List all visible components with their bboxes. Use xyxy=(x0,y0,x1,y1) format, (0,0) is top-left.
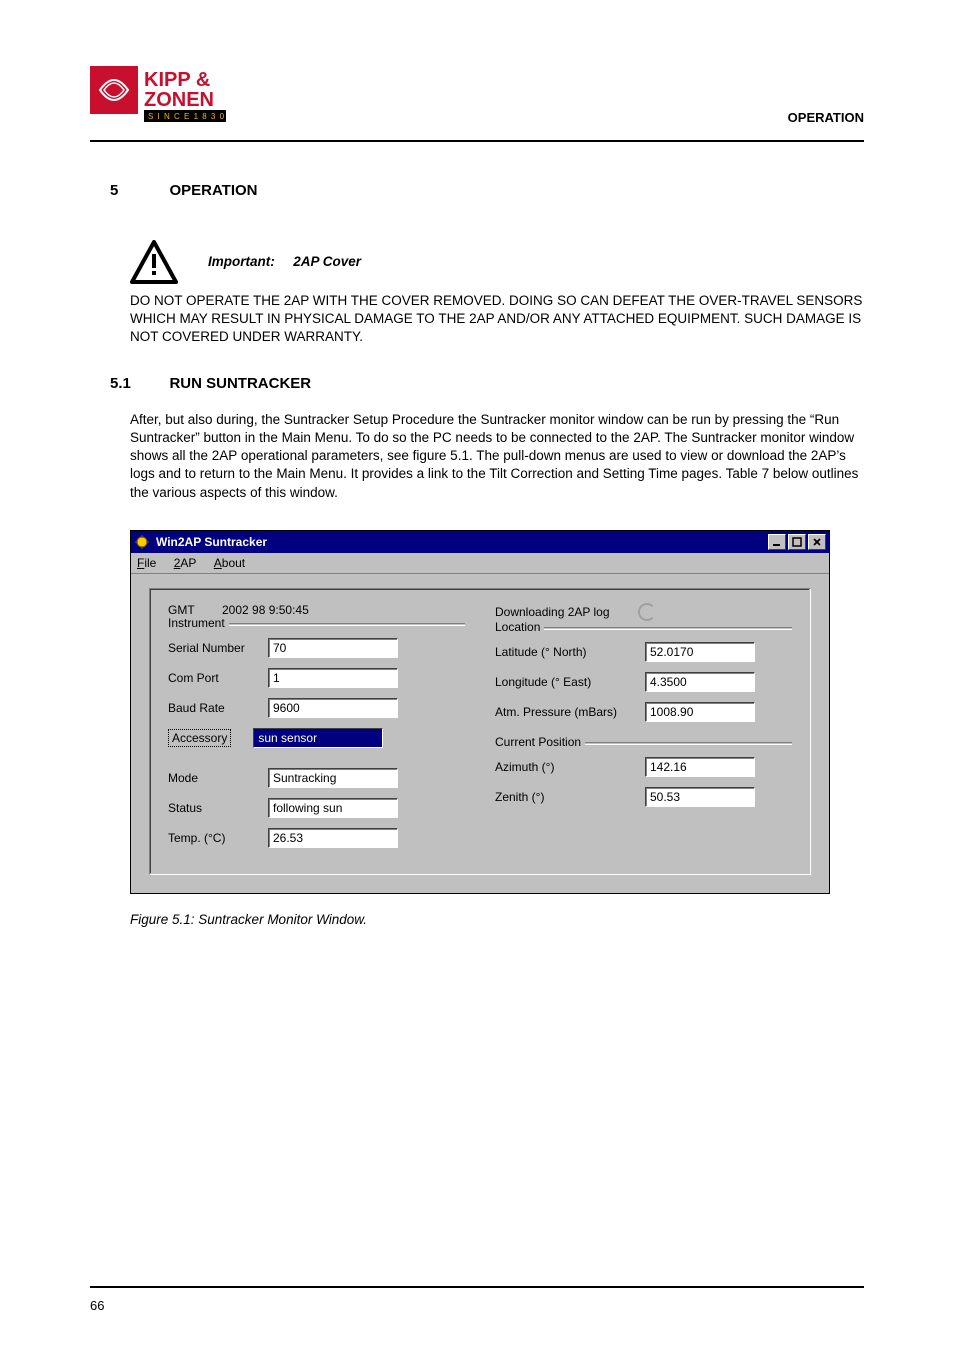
minimize-button[interactable] xyxy=(768,534,786,550)
label-status: Status xyxy=(168,801,268,815)
group-location: Location Latitude (° North) 52.0170 Long… xyxy=(495,627,792,722)
group-location-label: Location xyxy=(495,620,544,634)
header-rule xyxy=(90,140,864,142)
group-instrument-label: Instrument xyxy=(168,616,229,630)
input-serial-number[interactable]: 70 xyxy=(268,638,398,658)
important-label: Important: xyxy=(208,254,275,269)
input-status: following sun xyxy=(268,798,398,818)
gmt-value: 2002 98 9:50:45 xyxy=(222,603,309,617)
gmt-label: GMT xyxy=(168,603,222,617)
warning-icon xyxy=(130,240,178,284)
menu-2ap[interactable]: 2AP xyxy=(174,556,197,570)
input-pressure[interactable]: 1008.90 xyxy=(645,702,755,722)
maximize-button[interactable] xyxy=(788,534,806,550)
section-number: 5 xyxy=(110,182,165,199)
running-head: OPERATION xyxy=(788,60,864,125)
group-instrument: Instrument Serial Number 70 Com Port 1 B… xyxy=(168,623,465,748)
label-azimuth: Azimuth (°) xyxy=(495,760,645,774)
input-baud-rate[interactable]: 9600 xyxy=(268,698,398,718)
main-panel: GMT 2002 98 9:50:45 Instrument Serial Nu… xyxy=(149,588,811,875)
input-latitude[interactable]: 52.0170 xyxy=(645,642,755,662)
downloading-label: Downloading 2AP log xyxy=(495,605,610,619)
svg-text:KIPP &: KIPP & xyxy=(144,69,210,91)
brand-logo: KIPP & ZONEN S I N C E 1 8 3 0 xyxy=(90,60,230,132)
accessory-button[interactable]: Accessory xyxy=(168,729,231,747)
input-azimuth: 142.16 xyxy=(645,757,755,777)
label-zenith: Zenith (°) xyxy=(495,790,645,804)
label-latitude: Latitude (° North) xyxy=(495,645,645,659)
footer-rule xyxy=(90,1286,864,1288)
titlebar[interactable]: Win2AP Suntracker xyxy=(131,531,829,553)
win2ap-window: Win2AP Suntracker File 2AP xyxy=(130,530,830,894)
section-title: OPERATION xyxy=(169,182,257,199)
subsection-number: 5.1 xyxy=(110,375,165,392)
menu-file[interactable]: File xyxy=(137,556,156,570)
figure-caption: Figure 5.1: Suntracker Monitor Window. xyxy=(130,912,864,927)
label-serial-number: Serial Number xyxy=(168,641,268,655)
window-title: Win2AP Suntracker xyxy=(156,535,267,549)
label-longitude: Longitude (° East) xyxy=(495,675,645,689)
label-temp: Temp. (°C) xyxy=(168,831,268,845)
label-baud-rate: Baud Rate xyxy=(168,701,268,715)
menu-about[interactable]: About xyxy=(214,556,245,570)
app-icon xyxy=(134,534,150,550)
subsection-title: RUN SUNTRACKER xyxy=(169,375,311,392)
close-button[interactable] xyxy=(808,534,826,550)
input-mode: Suntracking xyxy=(268,768,398,788)
menubar: File 2AP About xyxy=(131,553,829,574)
input-longitude[interactable]: 4.3500 xyxy=(645,672,755,692)
accessory-value: sun sensor xyxy=(253,728,383,748)
important-subject: 2AP Cover xyxy=(293,254,361,269)
group-current-position-label: Current Position xyxy=(495,735,585,749)
label-com-port: Com Port xyxy=(168,671,268,685)
input-temp: 26.53 xyxy=(268,828,398,848)
input-com-port[interactable]: 1 xyxy=(268,668,398,688)
group-current-position: Current Position Azimuth (°) 142.16 Zeni… xyxy=(495,742,792,807)
label-mode: Mode xyxy=(168,771,268,785)
label-pressure: Atm. Pressure (mBars) xyxy=(495,705,645,719)
input-zenith: 50.53 xyxy=(645,787,755,807)
subsection-paragraph: After, but also during, the Suntracker S… xyxy=(130,411,864,502)
svg-text:S I N C E 1 8 3 0: S I N C E 1 8 3 0 xyxy=(148,112,225,121)
warning-text: DO NOT OPERATE THE 2AP WITH THE COVER RE… xyxy=(130,292,864,347)
spinner-icon xyxy=(638,603,656,621)
page-number: 66 xyxy=(90,1298,864,1313)
svg-text:ZONEN: ZONEN xyxy=(144,89,214,111)
